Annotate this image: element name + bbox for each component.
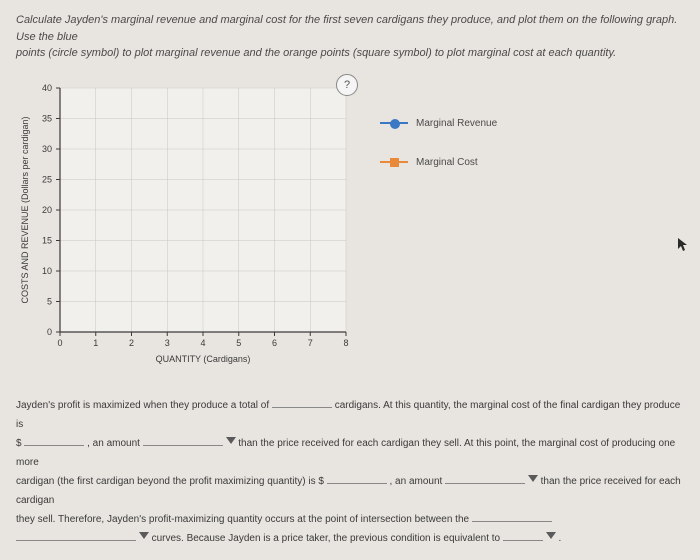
dropdown-icon[interactable]: [546, 532, 556, 542]
legend-marginal-cost[interactable]: Marginal Cost: [380, 157, 497, 168]
svg-text:1: 1: [93, 338, 98, 348]
svg-text:2: 2: [129, 338, 134, 348]
blank-amount-1[interactable]: [143, 434, 223, 446]
text: $: [16, 438, 22, 449]
chart-container: ? 0 1 2 3 4 5 6 7 8 0 5 10 15 20 25 30 35 40 QUANTITY (Car…: [16, 78, 356, 368]
svg-text:COSTS AND REVENUE (Dollars per: COSTS AND REVENUE (Dollars per cardigan): [20, 116, 30, 303]
instruction-line-2: points (circle symbol) to plot marginal …: [16, 47, 616, 59]
legend-mc-label: Marginal Cost: [416, 157, 478, 168]
dropdown-icon[interactable]: [139, 532, 149, 542]
svg-text:30: 30: [42, 144, 52, 154]
instruction-text: Calculate Jayden's marginal revenue and …: [16, 12, 684, 62]
dropdown-icon[interactable]: [528, 475, 538, 485]
svg-text:6: 6: [272, 338, 277, 348]
svg-text:0: 0: [47, 327, 52, 337]
text: curves. Because Jayden is a price taker,…: [152, 533, 503, 544]
svg-text:3: 3: [165, 338, 170, 348]
blank-total-cardigans[interactable]: [272, 396, 332, 408]
text: cardigan (the first cardigan beyond the …: [16, 476, 324, 487]
svg-text:25: 25: [42, 174, 52, 184]
svg-text:0: 0: [57, 338, 62, 348]
blank-mc-next[interactable]: [327, 472, 387, 484]
blank-equivalent[interactable]: [503, 529, 543, 541]
blank-curves[interactable]: [472, 510, 552, 522]
text: .: [558, 533, 561, 544]
help-button[interactable]: ?: [336, 74, 358, 96]
svg-text:40: 40: [42, 83, 52, 93]
svg-text:4: 4: [200, 338, 205, 348]
legend-mr-symbol: [380, 122, 408, 124]
chart-plot-area[interactable]: 0 1 2 3 4 5 6 7 8 0 5 10 15 20 25 30 35 40 QUANTITY (Cardi…: [16, 78, 356, 368]
help-icon: ?: [344, 79, 350, 91]
svg-text:7: 7: [308, 338, 313, 348]
text: they sell. Therefore, Jayden's profit-ma…: [16, 514, 472, 525]
blank-mc-final[interactable]: [24, 434, 84, 446]
svg-text:35: 35: [42, 113, 52, 123]
svg-text:15: 15: [42, 235, 52, 245]
svg-text:10: 10: [42, 266, 52, 276]
dropdown-icon[interactable]: [226, 437, 236, 447]
legend-mr-label: Marginal Revenue: [416, 118, 497, 129]
svg-text:20: 20: [42, 205, 52, 215]
svg-text:QUANTITY (Cardigans): QUANTITY (Cardigans): [156, 354, 251, 364]
blank-curves-2[interactable]: [16, 529, 136, 541]
text: Jayden's profit is maximized when they p…: [16, 400, 272, 411]
chart-legend: Marginal Revenue Marginal Cost: [380, 118, 497, 196]
cursor-icon: [678, 238, 688, 252]
text: , an amount: [390, 476, 446, 487]
svg-text:8: 8: [343, 338, 348, 348]
text: , an amount: [87, 438, 143, 449]
legend-marginal-revenue[interactable]: Marginal Revenue: [380, 118, 497, 129]
instruction-line-1: Calculate Jayden's marginal revenue and …: [16, 14, 677, 43]
svg-text:5: 5: [47, 296, 52, 306]
legend-mc-symbol: [380, 161, 408, 163]
blank-amount-2[interactable]: [445, 472, 525, 484]
svg-text:5: 5: [236, 338, 241, 348]
